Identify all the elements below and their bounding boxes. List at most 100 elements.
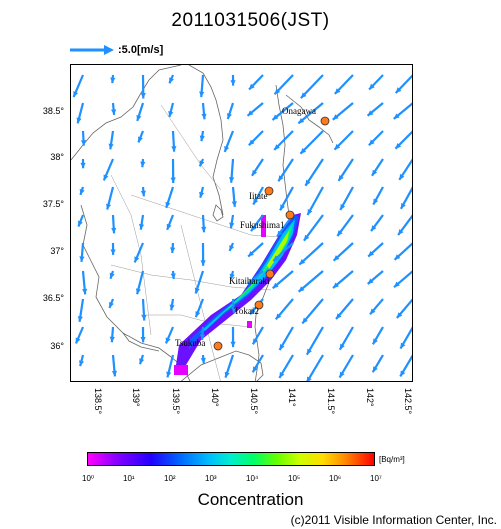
wind-arrow-head (372, 338, 378, 345)
wind-arrow-head (168, 111, 174, 117)
wind-arrow-head (248, 250, 254, 257)
wind-arrow-head (231, 201, 237, 207)
colorbar-label: Concentration (197, 490, 304, 509)
wind-arrow-head (249, 83, 255, 90)
wind-arrow-head (226, 113, 232, 120)
wind-arrow-head (140, 93, 146, 99)
wind-arrow-head (368, 139, 375, 146)
wind-arrow-head (400, 202, 406, 209)
wind-arrow-head (110, 77, 116, 84)
wind-arrow-head (398, 229, 404, 236)
wind-arrow-head (201, 226, 207, 233)
lon-label-142-5: 142.5° (403, 388, 413, 415)
wind-arrow-head (252, 366, 258, 373)
wind-arrow-head (367, 110, 374, 116)
wind-arrow-head (333, 255, 340, 261)
wind-arrow-head (248, 139, 255, 146)
wind-arrow-head (111, 370, 118, 377)
lon-label-141-5: 141.5° (326, 388, 336, 415)
city-dot-kitaibaraki (265, 269, 275, 279)
wind-arrow-head (302, 317, 308, 324)
colorbar-tick-0: 10⁰ (82, 474, 95, 483)
wind-arrow-head (199, 160, 205, 167)
wind-arrow-head (109, 301, 114, 308)
lon-label-142: 142° (365, 388, 375, 407)
wind-arrow-head (278, 175, 284, 182)
lat-label-37: 37° (50, 246, 64, 256)
city-label-tokai2: Tokai2 (234, 306, 259, 316)
wind-arrow-head (229, 244, 235, 251)
wind-arrow-head (73, 91, 79, 98)
wind-arrow-head (273, 255, 280, 261)
wind-arrow-head (253, 198, 259, 205)
city-dot-iitate (264, 186, 274, 196)
wind-arrow-head (224, 145, 230, 152)
wind-arrow-head (298, 286, 305, 292)
wind-arrow-head (138, 136, 143, 143)
wind-arrow-head (306, 348, 312, 355)
city-dot-tokai2 (254, 300, 264, 310)
wind-arrow-head (111, 227, 117, 234)
wind-vector-field (72, 74, 412, 381)
wind-arrow-head (332, 114, 339, 120)
wind-arrow-head (140, 337, 146, 343)
wind-arrow-head (333, 282, 339, 288)
lon-label-141: 141° (287, 388, 297, 407)
lat-label-37-5: 37.5° (42, 199, 64, 209)
wind-arrow-head (372, 366, 378, 373)
wind-arrow-head (199, 334, 206, 340)
wind-arrow-head (300, 148, 307, 154)
wind-arrow-head (337, 230, 343, 237)
scale-arrow-icon (70, 45, 114, 55)
wind-arrow-head (169, 304, 175, 311)
lon-label-139: 139° (131, 388, 141, 407)
wind-arrow-head (170, 177, 176, 183)
colorbar-tick-7: 10⁷ (370, 474, 382, 483)
wind-arrow-head (169, 77, 174, 84)
wind-arrow-head (280, 204, 286, 211)
city-label-fukushima1: Fukushima1 (240, 220, 285, 230)
copyright-notice: (c)2011 Visible Information Center, Inc. (290, 513, 497, 527)
wind-arrow-head (199, 91, 205, 98)
wind-arrow-head (166, 223, 172, 230)
lon-label-138-5: 138.5° (93, 388, 103, 415)
wind-arrow-head (274, 144, 280, 150)
prefecture-borders (110, 104, 282, 381)
wind-arrow-head (368, 250, 374, 257)
wind-arrow-head (199, 135, 205, 142)
wind-arrow-head (272, 114, 279, 120)
wind-arrow-head (251, 225, 257, 232)
wind-arrow-head (79, 256, 85, 262)
wind-arrow-head (195, 311, 201, 318)
city-label-iitate: Iitate (249, 191, 268, 201)
wind-arrow-head (171, 146, 177, 152)
wind-arrow-head (394, 281, 400, 288)
wind-arrow-head (230, 80, 236, 86)
wind-arrow-head (109, 336, 115, 343)
city-markers (213, 116, 330, 351)
wind-arrow-head (139, 223, 145, 230)
wind-arrow-head (77, 316, 83, 322)
wind-arrow-head (394, 254, 401, 260)
city-dot-fukushima1 (285, 210, 295, 220)
wind-arrow-head (250, 308, 256, 315)
wind-arrow-head (141, 314, 147, 321)
city-label-kitaibaraki: Kitaibaraki (229, 276, 270, 286)
wind-arrow-head (367, 278, 374, 284)
wind-arrow-head (165, 337, 171, 344)
wind-arrow-head (106, 203, 112, 210)
wind-arrow-head (199, 191, 205, 198)
wind-arrow-head (224, 371, 230, 378)
scale-label: :5.0[m/s] (118, 44, 164, 56)
wind-arrow-head (334, 88, 341, 94)
map-title: 2011031506(JST) (171, 10, 330, 31)
wind-arrow-head (76, 117, 82, 124)
lon-label-140-5: 140.5° (249, 388, 259, 415)
wind-arrow-head (247, 278, 254, 285)
lat-label-36-5: 36.5° (42, 293, 64, 303)
wind-arrow-head (369, 83, 375, 90)
wind-arrow-head (82, 288, 88, 295)
wind-arrow-head (279, 344, 285, 351)
wind-arrow-head (135, 288, 141, 295)
wind-arrow-head (370, 308, 376, 315)
